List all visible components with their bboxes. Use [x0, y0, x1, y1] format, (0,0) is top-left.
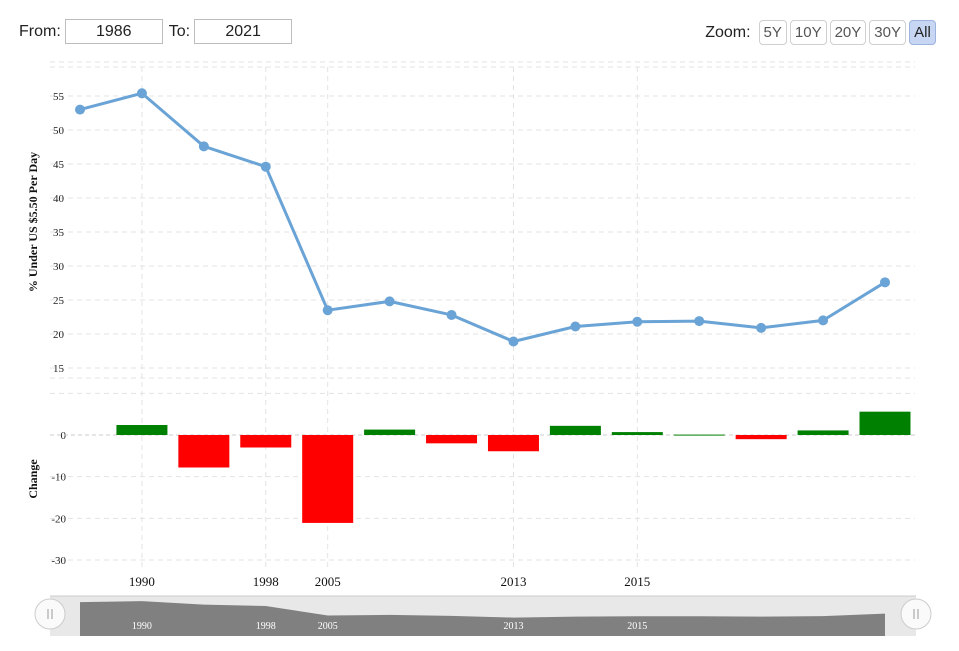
- navigator[interactable]: 1990 1998 2005 2013 2015: [34, 595, 932, 636]
- y-tick-label: 0: [61, 430, 67, 442]
- change-bar: [735, 435, 787, 440]
- navigator-right-handle[interactable]: [900, 598, 932, 630]
- change-bar: [364, 429, 416, 435]
- data-point: [880, 277, 890, 288]
- navigator-left-handle[interactable]: [34, 598, 66, 630]
- y-axis-title: % Under US $5.50 Per Day: [26, 152, 40, 292]
- navigator-tick-label: 1990: [132, 621, 152, 632]
- y-tick-label: 40: [53, 193, 65, 205]
- change-bar: [549, 425, 601, 435]
- navigator-tick-label: 2005: [318, 621, 338, 632]
- change-bar: [797, 430, 849, 435]
- navigator-area: [80, 601, 885, 636]
- y-tick-label: 45: [53, 159, 65, 171]
- date-range-selector: From: 1986 To: 2021: [19, 19, 293, 44]
- y-tick-label: 55: [53, 91, 65, 103]
- data-point: [508, 336, 519, 347]
- navigator-tick-label: 2013: [503, 621, 523, 632]
- zoom-5y-button[interactable]: 5Y: [758, 20, 787, 45]
- change-bar: [116, 425, 168, 435]
- from-label: From:: [19, 22, 61, 40]
- change-bar: [611, 432, 663, 435]
- zoom-all-button[interactable]: All: [909, 20, 936, 45]
- y-tick-label: 15: [53, 363, 65, 375]
- to-input[interactable]: 2021: [194, 19, 293, 44]
- change-bar: [426, 435, 478, 444]
- navigator-tick-label: 1998: [256, 621, 276, 632]
- change-bar: [178, 435, 230, 468]
- change-bar: [302, 435, 354, 523]
- y-axis-title: Change: [26, 459, 40, 499]
- data-point: [632, 316, 643, 327]
- data-point: [756, 322, 767, 333]
- y-tick-label: 50: [53, 125, 65, 137]
- y-tick-label: 25: [53, 295, 65, 307]
- y-tick-label: 20: [53, 329, 65, 341]
- change-bar: [673, 434, 725, 436]
- y-tick-label: -10: [51, 472, 66, 484]
- from-input[interactable]: 1986: [64, 19, 163, 44]
- y-tick-label: 30: [53, 261, 65, 273]
- data-point: [75, 104, 85, 115]
- zoom-10y-button[interactable]: 10Y: [789, 20, 827, 45]
- data-point: [570, 321, 581, 332]
- zoom-controls: Zoom: 5Y 10Y 20Y 30Y All: [705, 20, 936, 45]
- x-tick-label: 2005: [315, 574, 341, 589]
- change-bar: [240, 435, 292, 448]
- data-point: [322, 305, 333, 316]
- data-point: [198, 141, 209, 152]
- x-tick-label: 1990: [129, 574, 155, 589]
- data-point: [694, 316, 705, 327]
- change-bar: [859, 411, 911, 435]
- y-tick-label: -20: [51, 513, 66, 525]
- data-point: [446, 309, 457, 320]
- y-tick-label: 35: [53, 227, 65, 239]
- data-point: [136, 88, 147, 99]
- zoom-30y-button[interactable]: 30Y: [869, 20, 906, 45]
- x-tick-label: 2013: [500, 574, 526, 589]
- y-tick-label: -30: [51, 555, 66, 567]
- series-line: [79, 91, 886, 343]
- zoom-20y-button[interactable]: 20Y: [829, 20, 867, 45]
- data-point: [384, 296, 395, 307]
- x-tick-label: 2015: [624, 574, 650, 589]
- zoom-label: Zoom:: [705, 23, 751, 41]
- data-point: [818, 315, 829, 326]
- navigator-tick-label: 2015: [627, 621, 647, 632]
- change-bar: [487, 435, 539, 452]
- data-point: [260, 161, 271, 172]
- x-tick-label: 1998: [253, 574, 279, 589]
- to-label: To:: [168, 22, 191, 40]
